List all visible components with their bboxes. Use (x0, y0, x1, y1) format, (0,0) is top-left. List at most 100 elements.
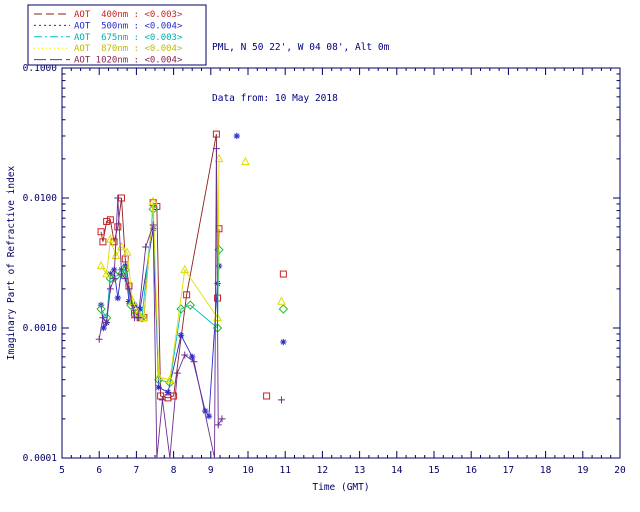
marker-plus (153, 454, 161, 458)
marker-square (106, 216, 114, 224)
legend-entry-label: AOT 400nm : <0.003> (74, 10, 183, 20)
plot-header: PML, N 50 22', W 04 08', Alt 0m Data fro… (212, 5, 389, 141)
x-tick-label: 13 (354, 465, 365, 476)
x-tick-label: 15 (428, 465, 439, 476)
legend-entry-label: AOT 870nm : <0.004> (74, 44, 183, 54)
marker-square (212, 130, 220, 138)
marker-square (114, 223, 122, 231)
marker-asterisk (164, 389, 172, 396)
series-line (100, 158, 220, 381)
x-tick-label: 19 (577, 465, 589, 476)
marker-plus (106, 285, 114, 293)
marker-diamond (185, 300, 196, 310)
marker-square (157, 392, 165, 400)
marker-triangle (96, 260, 106, 270)
x-tick-label: 17 (503, 465, 514, 476)
marker-plus (218, 415, 226, 423)
marker-plus (214, 421, 222, 429)
header-site-line: PML, N 50 22', W 04 08', Alt 0m (212, 42, 390, 53)
marker-plus (142, 243, 150, 251)
marker-square (97, 228, 105, 236)
marker-square (103, 217, 111, 225)
x-tick-label: 10 (242, 465, 254, 476)
legend-box (27, 4, 207, 66)
x-tick-label: 11 (279, 465, 291, 476)
series-aot-870nm (96, 153, 286, 384)
x-tick-label: 12 (317, 465, 328, 476)
legend-entry-label: AOT 1020nm : <0.004> (74, 56, 183, 66)
x-tick-label: 20 (614, 465, 626, 476)
marker-triangle (148, 196, 158, 205)
marker-plus (181, 351, 189, 359)
x-tick-label: 5 (59, 465, 65, 476)
marker-square (279, 270, 287, 278)
y-tick-label: 0.0010 (23, 323, 58, 334)
marker-diamond (176, 304, 186, 314)
marker-triangle (214, 153, 224, 163)
marker-triangle (102, 268, 112, 278)
marker-plus (114, 194, 122, 202)
x-tick-label: 7 (134, 465, 140, 476)
marker-plus (277, 396, 285, 404)
marker-plus (118, 270, 126, 278)
marker-triangle (154, 371, 164, 381)
marker-plus (134, 314, 142, 322)
legend-entry-label: AOT 500nm : <0.004> (74, 21, 183, 31)
marker-triangle (122, 247, 132, 256)
marker-asterisk (280, 338, 287, 346)
marker-square (99, 238, 107, 246)
marker-plus (158, 396, 166, 404)
y-tick-label: 0.0001 (23, 453, 58, 464)
y-tick-label: 0.1000 (23, 63, 58, 74)
marker-triangle (139, 312, 149, 322)
marker-asterisk (155, 384, 162, 391)
marker-plus (95, 335, 103, 343)
marker-asterisk (177, 332, 185, 339)
marker-plus (103, 319, 111, 327)
legend-entry-label: AOT 675nm : <0.003> (74, 33, 183, 43)
marker-asterisk (136, 305, 144, 313)
marker-plus (173, 369, 181, 377)
marker-asterisk (114, 294, 121, 302)
marker-diamond (120, 265, 130, 275)
marker-diamond (96, 304, 106, 314)
x-tick-label: 18 (540, 465, 552, 476)
x-axis-label: Time (GMT) (312, 482, 369, 493)
y-tick-label: 0.0100 (23, 193, 58, 204)
series-aot-1020nm (95, 145, 285, 458)
marker-triangle (180, 264, 190, 274)
y-axis-label: Imaginary Part of Refractive index (6, 165, 17, 360)
marker-plus (212, 145, 220, 153)
marker-triangle (105, 234, 115, 243)
marker-plus (121, 275, 129, 283)
marker-plus (190, 358, 198, 366)
x-tick-label: 9 (208, 465, 214, 476)
marker-asterisk (233, 132, 241, 140)
marker-plus (211, 454, 219, 458)
marker-triangle (165, 374, 175, 384)
marker-plus (110, 275, 118, 283)
marker-asterisk (189, 353, 196, 361)
marker-plus (166, 454, 174, 458)
marker-square (263, 392, 271, 400)
marker-plus (149, 221, 157, 229)
series-line (100, 134, 220, 399)
marker-plus (99, 314, 107, 322)
marker-diamond (278, 304, 289, 314)
x-tick-label: 8 (171, 465, 177, 476)
marker-square (183, 291, 191, 299)
x-tick-label: 14 (391, 465, 403, 476)
marker-asterisk (125, 298, 133, 305)
marker-square (170, 392, 178, 400)
marker-diamond (214, 245, 224, 255)
marker-triangle (277, 296, 286, 305)
marker-plus (125, 285, 133, 293)
x-tick-label: 16 (465, 465, 477, 476)
marker-asterisk (202, 407, 209, 415)
x-tick-label: 6 (96, 465, 102, 476)
marker-triangle (240, 156, 250, 166)
marker-asterisk (100, 324, 107, 332)
marker-triangle (111, 250, 121, 259)
